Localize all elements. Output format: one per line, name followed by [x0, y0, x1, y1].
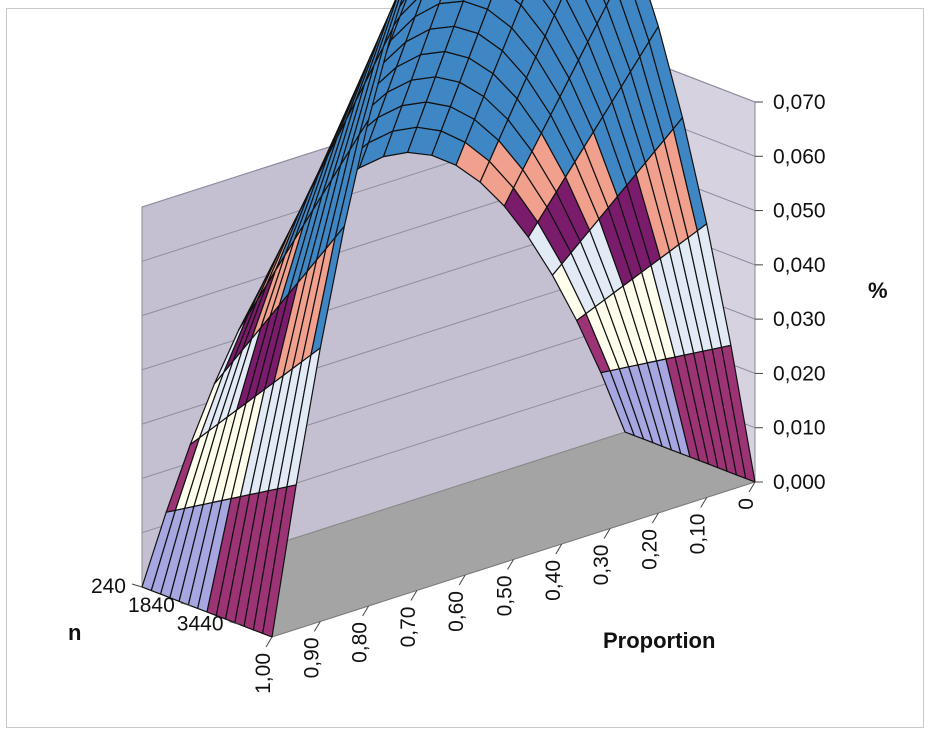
x-tick-label: 0,80	[349, 622, 372, 663]
z-axis-title: %	[868, 278, 888, 303]
surface-cell	[399, 0, 417, 17]
x-tick-label: 0,50	[494, 576, 517, 617]
x-tick-mark	[458, 574, 466, 586]
y-axis-title: n	[68, 620, 81, 645]
surface-plot	[141, 0, 756, 638]
surface-cell	[414, 0, 442, 18]
surface-cell	[462, 0, 492, 10]
z-tick-label: 0,020	[773, 362, 826, 385]
x-tick-label: 0,30	[590, 545, 613, 586]
y-tick-label: 3440	[177, 613, 224, 636]
z-tick-label: 0,010	[773, 417, 826, 440]
x-tick-label: 0,70	[397, 607, 420, 648]
z-tick-label: 0,050	[773, 200, 826, 223]
x-tick-mark	[651, 512, 659, 524]
x-tick-mark	[507, 559, 514, 570]
y-tick-label: 1840	[128, 594, 175, 617]
z-tick-label: 0,040	[773, 254, 826, 277]
z-axis-ticks: 0,000 0,010 0,020 0,030 0,040 0,050 0,060 0,070	[755, 91, 826, 494]
x-tick-label: 0,20	[638, 529, 661, 570]
x-tick-mark	[748, 481, 756, 493]
x-tick-mark	[700, 497, 708, 508]
x-tick-label: 1,00	[252, 653, 275, 694]
z-tick-label: 0,000	[773, 471, 826, 494]
x-axis-ticks: 0 0,10 0,20 0,30 0,40 0,50 0,60 0,70 0,80 0,90 1,0…	[252, 481, 758, 694]
x-tick-mark	[362, 605, 370, 617]
x-tick-mark	[410, 590, 418, 601]
x-tick-label: 0,40	[542, 560, 565, 601]
x-tick-mark	[313, 621, 321, 632]
z-tick-label: 0,030	[773, 308, 826, 331]
x-tick-mark	[555, 543, 563, 555]
surface-cell	[438, 0, 465, 5]
z-tick-label: 0,060	[773, 145, 826, 168]
x-tick-mark	[603, 528, 611, 539]
y-tick-mark	[131, 583, 143, 588]
x-tick-label: 0,60	[445, 591, 468, 632]
y-tick-label: 240	[91, 575, 126, 598]
surface-cell	[720, 344, 756, 483]
x-tick-mark	[265, 636, 273, 648]
x-axis-title: Proportion	[603, 628, 715, 653]
x-tick-label: 0,10	[687, 514, 710, 555]
surface-cell	[382, 0, 403, 48]
x-tick-label: 0	[735, 498, 758, 510]
y-tick-mark	[229, 621, 240, 625]
y-tick-mark	[180, 602, 191, 607]
z-tick-label: 0,070	[773, 91, 826, 114]
surface-cell	[388, 0, 397, 16]
x-tick-label: 0,90	[300, 638, 323, 679]
